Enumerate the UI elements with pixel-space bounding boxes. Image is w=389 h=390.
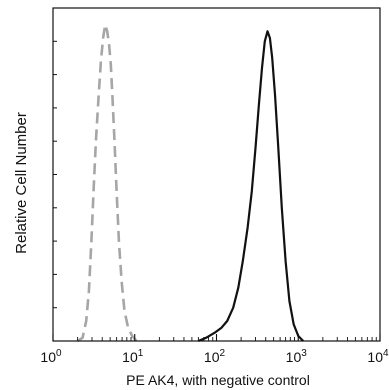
x-tick-label: 102 [204, 348, 226, 365]
x-tick-label: 100 [40, 348, 62, 365]
x-tick-label: 104 [367, 348, 389, 365]
plot-frame [52, 7, 381, 342]
y-axis-label: Relative Cell Number [13, 112, 30, 254]
x-tick-label: 103 [286, 348, 308, 365]
x-tick-label: 101 [122, 348, 144, 365]
negative-control-curve [76, 23, 138, 343]
pe-ak4-curve [197, 30, 304, 343]
axes: 100 101 102 103 104 [40, 7, 389, 365]
x-axis-label: PE AK4, with negative control [126, 372, 310, 388]
plot-area [76, 23, 304, 343]
